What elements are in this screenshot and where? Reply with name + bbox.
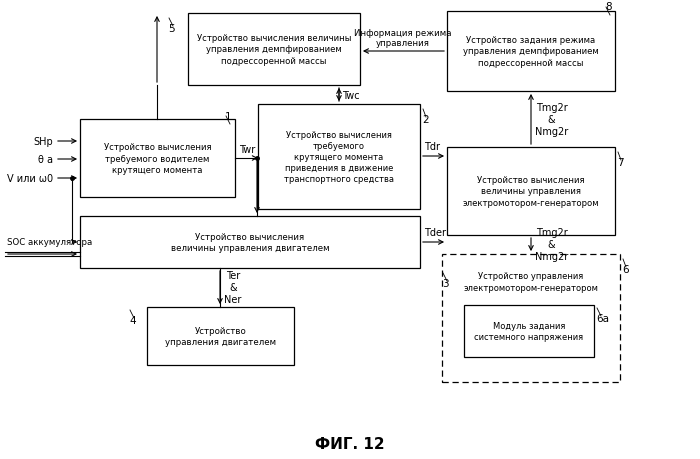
Text: 8: 8 (605, 2, 612, 12)
Text: Устройство вычисления величины
управления демпфированием
подрессоренной массы: Устройство вычисления величины управлени… (197, 34, 351, 66)
FancyBboxPatch shape (80, 120, 235, 197)
Text: SOC аккумулятора: SOC аккумулятора (7, 237, 92, 246)
Text: Устройство
управления двигателем: Устройство управления двигателем (165, 326, 276, 346)
Text: Устройство управления
электромотором-генератором: Устройство управления электромотором-ген… (463, 272, 598, 292)
Text: Tdr: Tdr (424, 142, 440, 151)
FancyBboxPatch shape (80, 217, 420, 269)
Text: Устройство вычисления
величины управления двигателем: Устройство вычисления величины управлени… (171, 232, 329, 252)
Text: Ter
&
Ner: Ter & Ner (224, 270, 241, 305)
Text: V или ω0: V или ω0 (7, 174, 53, 184)
Text: 1: 1 (225, 112, 232, 122)
Text: θ a: θ a (38, 155, 53, 165)
FancyBboxPatch shape (258, 105, 420, 210)
Text: Twc: Twc (342, 91, 360, 101)
Text: Twr: Twr (239, 145, 256, 155)
Text: 6: 6 (622, 264, 629, 274)
Text: Tmg2r
&
Nmg2r: Tmg2r & Nmg2r (535, 227, 568, 262)
FancyBboxPatch shape (447, 12, 615, 92)
Text: Устройство вычисления
величины управления
электромотором-генератором: Устройство вычисления величины управлени… (463, 176, 599, 207)
FancyBboxPatch shape (464, 305, 594, 357)
Text: ФИГ. 12: ФИГ. 12 (315, 437, 385, 452)
Text: Tder: Tder (424, 228, 446, 237)
FancyBboxPatch shape (442, 254, 620, 382)
Text: Информация режима
управления: Информация режима управления (354, 28, 452, 48)
Text: Устройство вычисления
требуемого
крутящего момента
приведения в движение
транспо: Устройство вычисления требуемого крутяще… (284, 130, 394, 184)
FancyBboxPatch shape (447, 148, 615, 235)
Text: Модуль задания
системного напряжения: Модуль задания системного напряжения (475, 321, 584, 341)
Text: 3: 3 (442, 279, 449, 288)
Text: 6a: 6a (596, 313, 609, 323)
Text: Tmg2r
&
Nmg2r: Tmg2r & Nmg2r (535, 102, 568, 137)
FancyBboxPatch shape (188, 14, 360, 86)
Text: 7: 7 (617, 157, 624, 168)
Text: Устройство задания режима
управления демпфированием
подрессоренной массы: Устройство задания режима управления дем… (463, 36, 599, 67)
Text: 2: 2 (422, 115, 428, 125)
Text: SHp: SHp (34, 137, 53, 147)
Text: 4: 4 (129, 315, 136, 325)
Text: 5: 5 (168, 24, 174, 34)
Text: Устройство вычисления
требуемого водителем
крутящего момента: Устройство вычисления требуемого водител… (104, 143, 211, 174)
FancyBboxPatch shape (147, 308, 294, 365)
